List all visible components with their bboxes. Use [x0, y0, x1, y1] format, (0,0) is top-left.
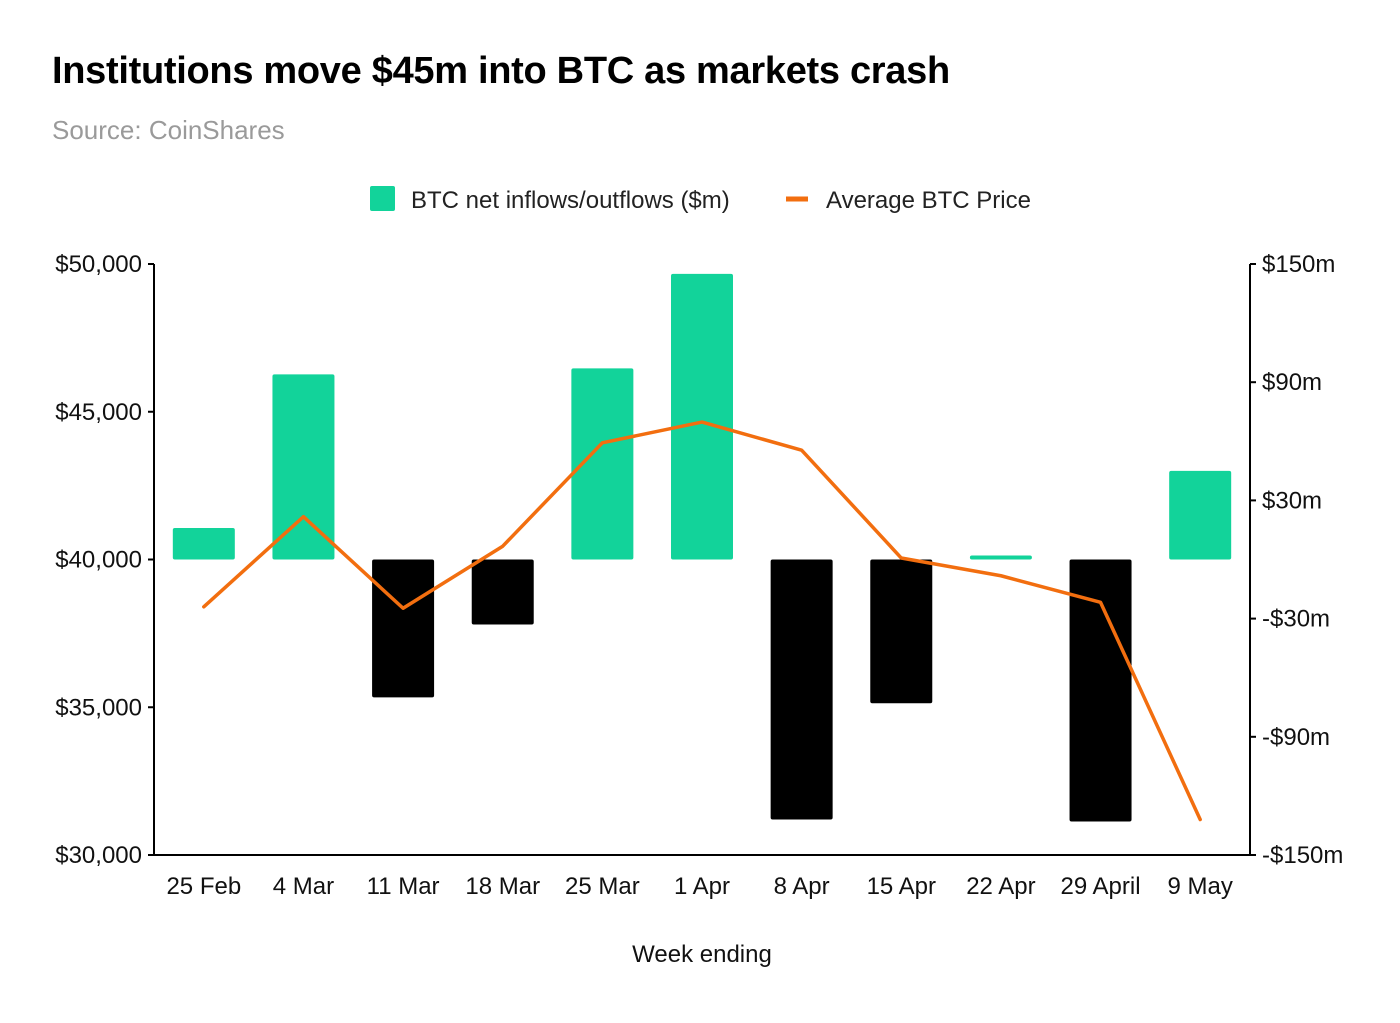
right-tick-label: -$30m	[1262, 606, 1330, 633]
bar-4-mar	[272, 374, 335, 560]
legend-label-inflows: BTC net inflows/outflows ($m)	[411, 187, 730, 214]
right-tick-label: $150m	[1262, 251, 1335, 278]
bar-29-april	[1069, 559, 1132, 822]
chart-title: Institutions move $45m into BTC as marke…	[52, 50, 950, 92]
x-tick-label: 1 Apr	[674, 873, 730, 900]
x-tick-label: 8 Apr	[774, 873, 830, 900]
x-tick-label: 9 May	[1168, 873, 1233, 900]
chart-subtitle: Source: CoinShares	[52, 115, 285, 145]
x-tick-label: 25 Mar	[565, 873, 640, 900]
right-tick-label: -$90m	[1262, 724, 1330, 751]
left-tick-label: $45,000	[55, 399, 142, 426]
right-tick-label: $30m	[1262, 487, 1322, 514]
legend-label-price: Average BTC Price	[826, 187, 1031, 214]
bar-11-mar	[372, 559, 435, 698]
bar-8-apr	[770, 559, 833, 820]
right-tick-label: $90m	[1262, 369, 1322, 396]
x-tick-label: 29 April	[1061, 873, 1141, 900]
x-axis-label: Week ending	[632, 941, 772, 968]
x-tick-label: 22 Apr	[966, 873, 1035, 900]
bar-25-mar	[571, 368, 634, 560]
x-tick-label: 11 Mar	[367, 873, 440, 900]
bar-25-feb	[172, 527, 235, 560]
left-tick-label: $40,000	[55, 547, 142, 574]
x-tick-label: 4 Mar	[273, 873, 334, 900]
left-tick-label: $35,000	[55, 694, 142, 721]
x-tick-label: 15 Apr	[867, 873, 936, 900]
bar-18-mar	[471, 559, 534, 625]
x-tick-label: 25 Feb	[166, 873, 241, 900]
bar-22-apr	[969, 555, 1032, 560]
left-tick-label: $50,000	[55, 251, 142, 278]
right-tick-label: -$150m	[1262, 842, 1343, 869]
bar-9-may	[1169, 470, 1232, 560]
x-tick-label: 18 Mar	[465, 873, 540, 900]
legend-swatch-inflows	[370, 186, 395, 211]
bar-1-apr	[671, 273, 733, 560]
left-tick-label: $30,000	[55, 842, 142, 869]
bar-15-apr	[870, 559, 933, 704]
